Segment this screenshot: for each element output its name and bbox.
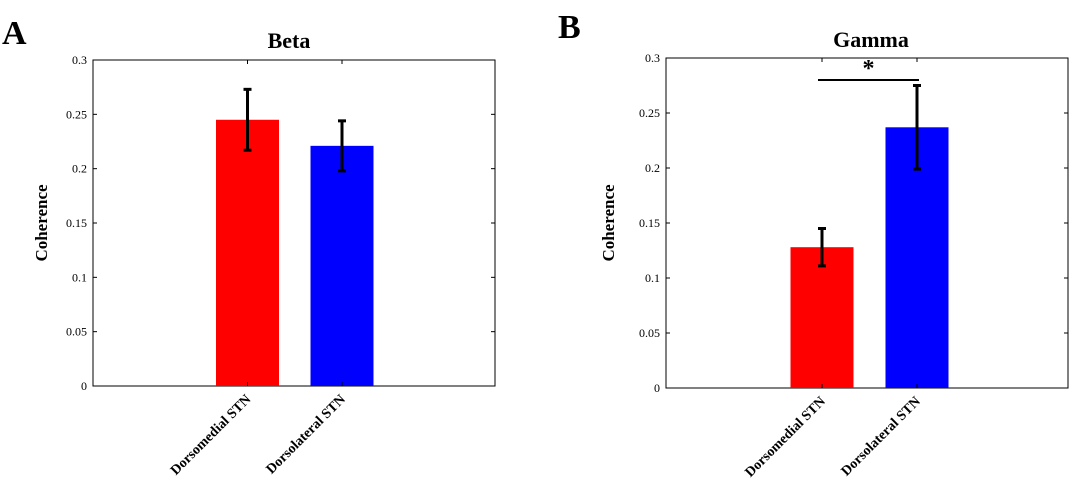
y-tick-label: 0 <box>654 381 660 395</box>
chart-gamma: Gamma Coherence 0 0.05 0.1 0.15 0.2 0.25 0.3 Do… <box>599 27 1069 480</box>
bar <box>310 145 374 386</box>
x-tick-label: Dorsomedial STN <box>168 392 254 478</box>
y-tick-label: 0.2 <box>645 161 660 175</box>
chart-title: Gamma <box>833 27 909 52</box>
x-tick-label: Dorsolateral STN <box>264 392 349 477</box>
y-tick-label: 0.05 <box>66 325 87 339</box>
panel-letter-b: B <box>558 9 581 46</box>
y-tick-label: 0.1 <box>72 270 87 284</box>
y-tick-label: 0.15 <box>639 216 660 230</box>
y-tick-label: 0.1 <box>645 271 660 285</box>
chart-title: Beta <box>268 28 311 53</box>
y-tick-label: 0.3 <box>72 53 87 67</box>
y-tick-label: 0.25 <box>66 107 87 121</box>
y-tick-label: 0.05 <box>639 326 660 340</box>
y-tick-label: 0 <box>81 379 87 393</box>
plot-area <box>92 59 496 387</box>
x-tick-label: Dorsomedial STN <box>743 394 829 480</box>
chart-beta: Beta Coherence 0 0.05 0.1 0.15 0.2 0.25 0.3 Dor… <box>32 28 496 478</box>
bar <box>885 127 949 389</box>
y-tick-label: 0.25 <box>639 106 660 120</box>
panel-letter-a: A <box>2 15 27 52</box>
significance-star: * <box>863 56 875 82</box>
y-axis-label: Coherence <box>599 184 618 262</box>
y-tick-label: 0.3 <box>645 51 660 65</box>
bar <box>790 247 854 388</box>
y-tick-label: 0.15 <box>66 216 87 230</box>
y-axis-label: Coherence <box>32 184 51 262</box>
x-tick-label: Dorsolateral STN <box>839 394 924 479</box>
y-tick-label: 0.2 <box>72 162 87 176</box>
bar <box>216 119 279 387</box>
plot-area <box>665 57 1069 389</box>
